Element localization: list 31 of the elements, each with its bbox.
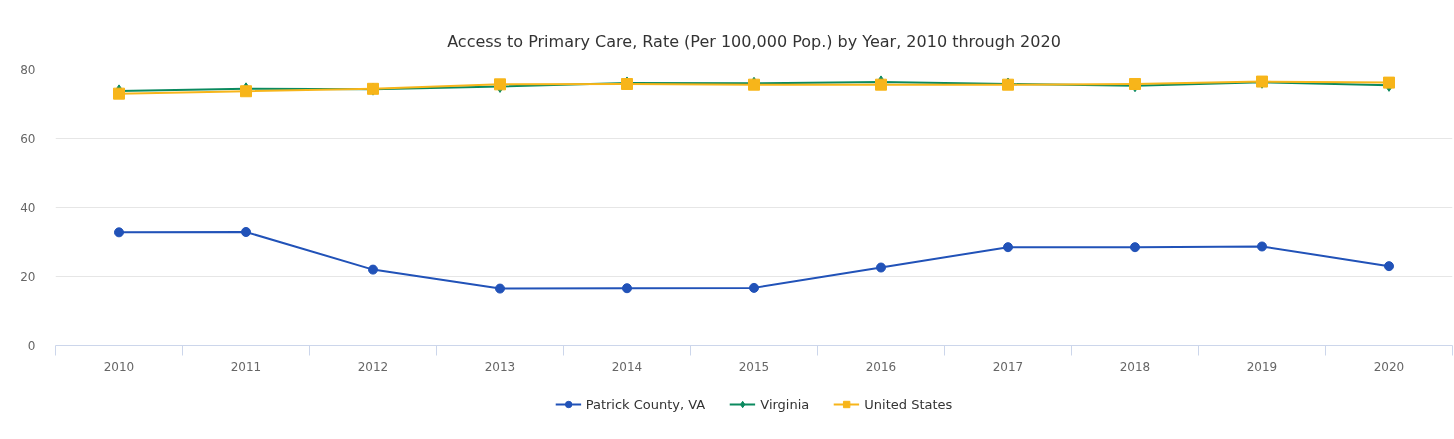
y-tick-label: 80: [20, 63, 36, 77]
legend-label: Virginia: [760, 396, 810, 412]
point: [1257, 241, 1267, 252]
point: [622, 283, 632, 294]
x-tick-label: 2011: [230, 359, 262, 374]
point: [749, 282, 759, 293]
x-tick-label: 2016: [865, 359, 897, 374]
point: [495, 283, 505, 294]
chart-title: Access to Primary Care, Rate (Per 100,000 Pop.) by Year, 2010 through 2020: [447, 32, 1061, 51]
x-tick-label: 2014: [611, 359, 643, 374]
x-tick-label: 2019: [1246, 359, 1278, 374]
y-tick-label: 60: [20, 132, 36, 146]
point: [114, 227, 124, 238]
x-tick-label: 2015: [738, 359, 770, 374]
x-tick-label: 2017: [992, 359, 1024, 374]
point: [368, 264, 378, 275]
y-tick-label: 0: [27, 339, 36, 353]
y-tick-label: 20: [20, 270, 36, 284]
x-tick-label: 2013: [484, 359, 516, 374]
x-tick-label: 2020: [1373, 359, 1405, 374]
x-tick-label: 2010: [103, 359, 135, 374]
legend-label: United States: [864, 396, 953, 412]
y-tick-label: 40: [20, 201, 36, 215]
point: [1130, 242, 1140, 253]
point: [241, 227, 251, 237]
point: [1384, 261, 1394, 272]
x-tick-label: 2012: [357, 359, 389, 374]
point: [1003, 242, 1013, 253]
x-tick-label: 2018: [1119, 359, 1151, 374]
legend-label: Patrick County, VA: [585, 396, 706, 412]
point: [876, 262, 886, 273]
